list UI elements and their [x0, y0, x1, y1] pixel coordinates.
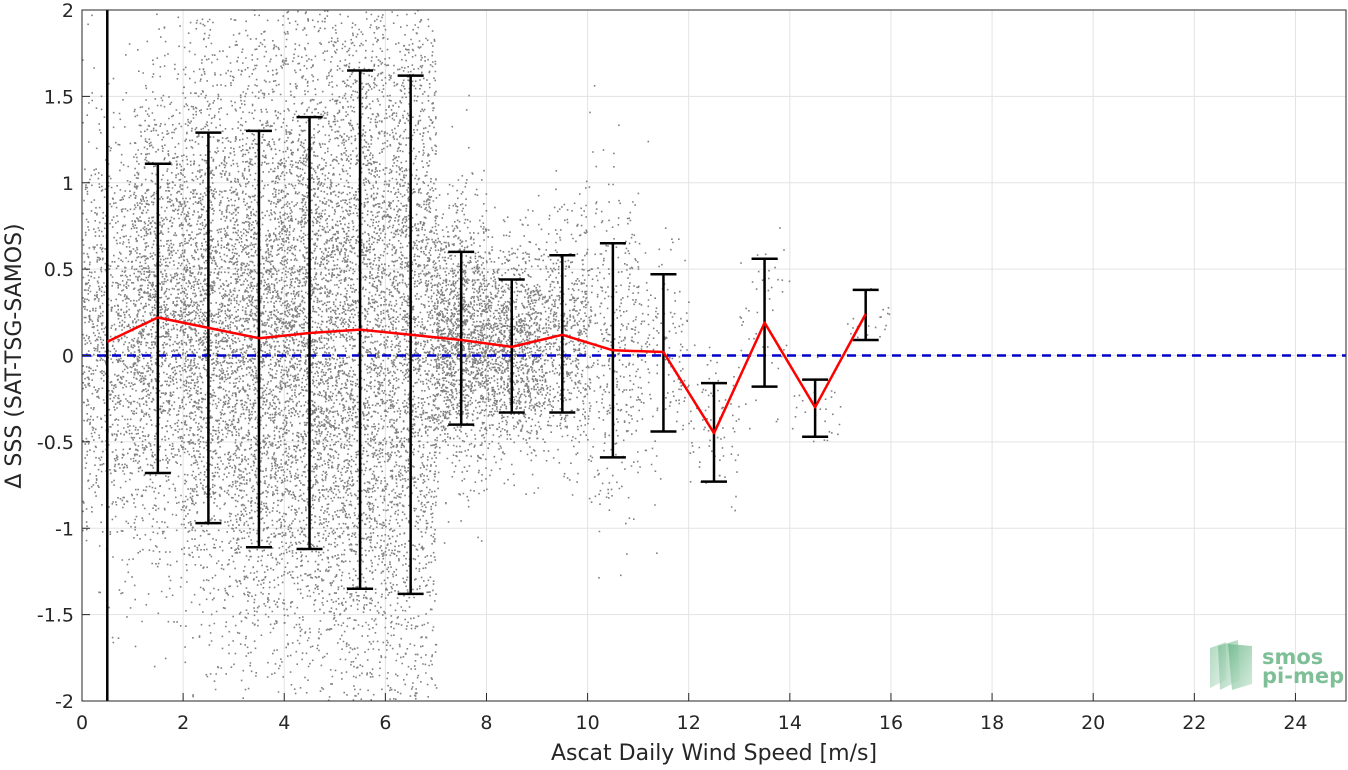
y-tick-label: -1: [55, 518, 74, 540]
logo-line-1: smos: [1262, 645, 1323, 669]
y-tick-label: -1.5: [37, 605, 74, 627]
x-tick-label: 0: [76, 712, 88, 734]
x-tick-label: 4: [278, 712, 290, 734]
logo-line-2: pi-mep: [1262, 664, 1344, 688]
logo-mark-icon: [1210, 640, 1252, 690]
x-tick-label: 2: [177, 712, 189, 734]
y-axis-ticks: -2 -1.5 -1 -0.5 0 0.5 1 1.5 2: [37, 0, 90, 713]
scatter-points: [82, 10, 891, 701]
y-tick-label: 1.5: [44, 86, 74, 108]
x-tick-label: 18: [980, 712, 1004, 734]
y-axis-label: Δ SSS (SAT-TSG-SAMOS): [2, 223, 27, 488]
scatter-cloud: [82, 10, 891, 701]
x-tick-label: 24: [1283, 712, 1307, 734]
x-tick-label: 20: [1081, 712, 1105, 734]
x-axis-label: Ascat Daily Wind Speed [m/s]: [551, 741, 877, 766]
x-tick-label: 14: [778, 712, 802, 734]
y-tick-label: 0.5: [44, 259, 74, 281]
y-tick-label: 1: [62, 173, 74, 195]
x-tick-label: 8: [480, 712, 492, 734]
y-tick-label: -2: [55, 691, 74, 713]
y-tick-label: -0.5: [37, 432, 74, 454]
x-axis-ticks: 0 2 4 6 8 10 12 14 16 18 20 22 24: [76, 693, 1308, 734]
x-tick-label: 12: [677, 712, 701, 734]
x-tick-label: 16: [879, 712, 903, 734]
y-tick-label: 2: [62, 0, 74, 22]
x-tick-label: 22: [1182, 712, 1206, 734]
smos-pi-mep-logo: smos pi-mep: [1210, 640, 1344, 690]
error-bar: [448, 250, 475, 426]
mean-line: [106, 313, 867, 435]
error-bars: [144, 69, 879, 596]
x-tick-label: 6: [379, 712, 391, 734]
x-tick-label: 10: [576, 712, 600, 734]
y-tick-label: 0: [62, 346, 74, 368]
